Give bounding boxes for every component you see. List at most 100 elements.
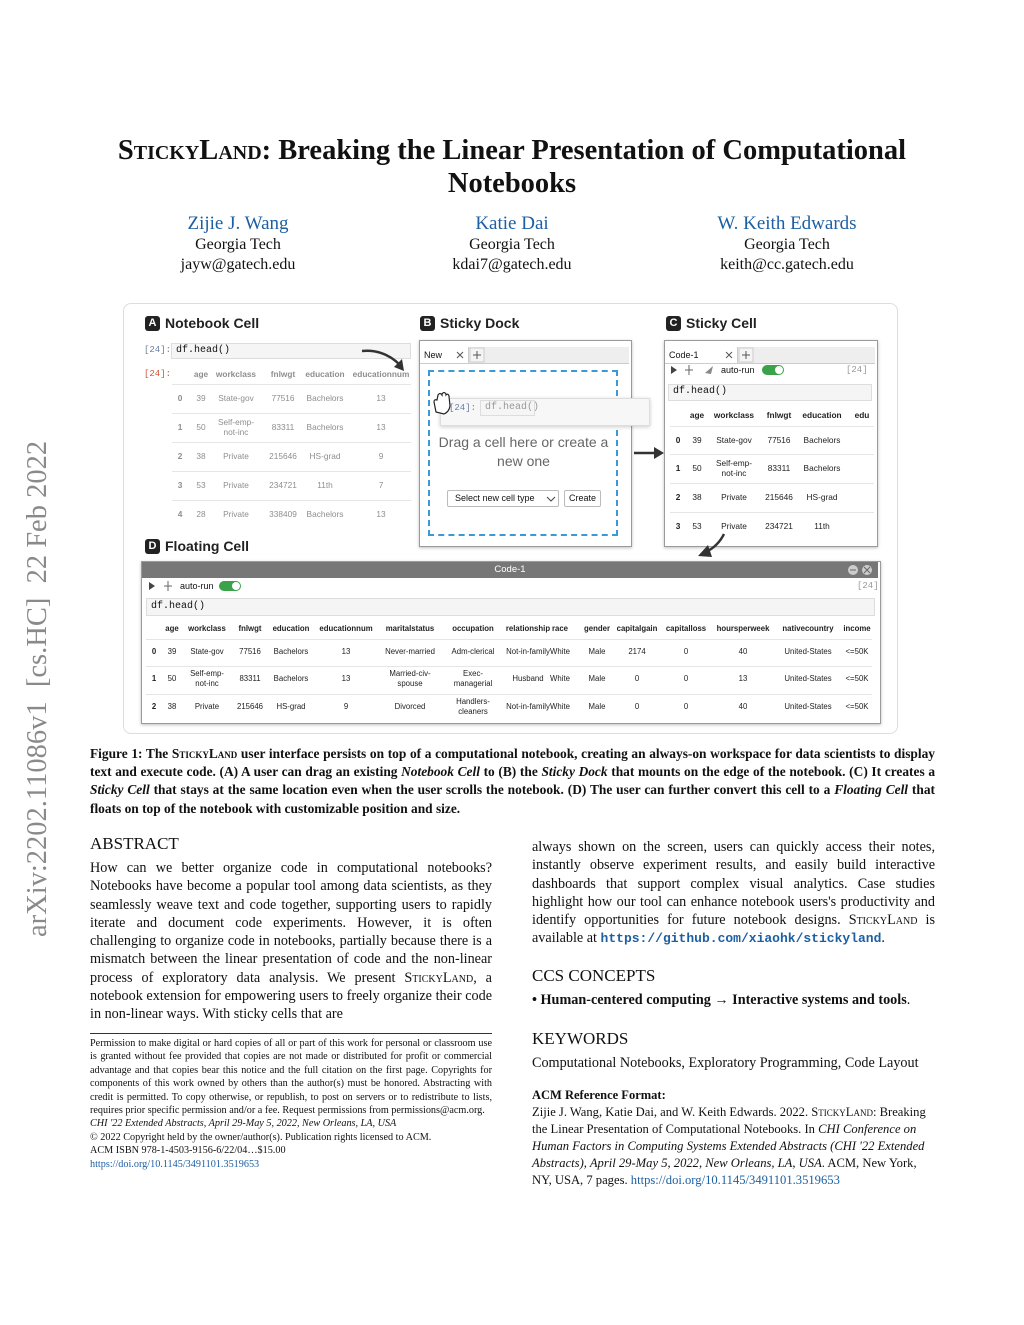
table-cell: Divorced xyxy=(394,702,426,711)
text-run: always shown on the screen, users can qu… xyxy=(532,839,935,929)
text-run: : Breaking the Linear Presentation of Co… xyxy=(532,1105,926,1136)
row-index: 1 xyxy=(675,463,681,473)
table-cell: 39 xyxy=(196,393,206,403)
table-cell: Handlers-cleaners xyxy=(456,697,490,716)
input-prompt: [24]: xyxy=(144,345,172,355)
row-separator xyxy=(146,694,872,695)
table-cell: 50 xyxy=(196,422,206,432)
figure-caption: Figure 1: The StickyLand user interface … xyxy=(90,745,935,818)
table-cell: Male xyxy=(588,647,606,656)
table-cell: Married-civ-spouse xyxy=(389,669,431,688)
text-run: Sticky Cell xyxy=(90,782,150,798)
auto-run-toggle[interactable] xyxy=(219,581,241,591)
table-cell: Self-emp-not-inc xyxy=(190,669,224,688)
row-index: 4 xyxy=(177,509,183,519)
table-cell: 53 xyxy=(196,480,206,490)
cell-prompt: [24] xyxy=(857,581,879,591)
table-cell: 234721 xyxy=(765,521,793,531)
select-caret xyxy=(546,496,556,502)
text-run: CHI Conference on Human Factors in Compu… xyxy=(532,1122,925,1170)
code-cell: df.head() xyxy=(146,598,875,616)
table-cell: 13 xyxy=(341,647,351,656)
text-run: StickyLand xyxy=(848,912,918,929)
table-cell: Bachelors xyxy=(306,422,344,432)
table-cell: HS-grad xyxy=(309,451,341,461)
table-cell: Bachelors xyxy=(306,509,344,519)
table-cell: HS-grad xyxy=(806,492,838,502)
permission-block: Permission to make digital or hard copie… xyxy=(90,1037,492,1171)
panel-title: Notebook Cell xyxy=(165,315,260,331)
table-cell: 83311 xyxy=(767,463,791,473)
author-affiliation: Georgia Tech xyxy=(469,236,555,253)
table-cell: 13 xyxy=(376,509,386,519)
panel-title: Floating Cell xyxy=(165,538,249,554)
column-header: fnlwgt xyxy=(766,410,792,420)
row-separator xyxy=(172,442,411,443)
section-heading: KEYWORDS xyxy=(532,1029,629,1048)
table-cell: 9 xyxy=(343,702,349,711)
table-cell: Not-in-family xyxy=(506,647,550,656)
auto-run-label: auto-run xyxy=(180,581,214,591)
table-cell: Bachelors xyxy=(803,435,841,445)
table-cell: 13 xyxy=(376,422,386,432)
column-header: income xyxy=(843,624,871,633)
select-label: Select new cell type xyxy=(455,493,535,503)
text-run: that mounts on the edge of the notebook.… xyxy=(607,764,936,780)
author-name: Zijie J. Wang xyxy=(187,213,289,234)
table-cell: Bachelors xyxy=(273,647,309,656)
column-header: educationnum xyxy=(319,624,373,633)
table-cell: 38 xyxy=(196,451,206,461)
create-button[interactable]: Create xyxy=(564,490,601,507)
window-controls xyxy=(848,565,872,575)
table-cell: 215646 xyxy=(269,451,297,461)
table-cell: Bachelors xyxy=(273,674,309,683)
author-affiliation: Georgia Tech xyxy=(195,236,281,253)
author-name: W. Keith Edwards xyxy=(717,213,857,234)
doi-link[interactable]: https://doi.org/10.1145/3491101.3519653 xyxy=(90,1158,260,1170)
table-cell: Private xyxy=(194,702,220,711)
column-header: maritalstatus xyxy=(385,624,435,633)
table-cell: Never-married xyxy=(385,647,435,656)
table-cell: Private xyxy=(223,451,249,461)
hand-cursor xyxy=(433,391,451,415)
cell-type-select[interactable] xyxy=(447,490,559,507)
text-run: • Human-centered computing → Interactive… xyxy=(532,992,907,1008)
table-cell: 39 xyxy=(167,647,177,656)
auto-run-toggle[interactable] xyxy=(762,365,784,375)
column-header: education xyxy=(272,624,310,633)
ccs-text: • Human-centered computing → Interactive… xyxy=(532,991,952,1009)
table-cell: Private xyxy=(721,521,747,531)
table-cell: 0 xyxy=(683,702,689,711)
text-run: : Breaking the Linear Presentation of Co… xyxy=(261,135,907,199)
tab xyxy=(665,347,738,363)
link[interactable]: https://doi.org/10.1145/3491101.3519653 xyxy=(630,1173,840,1187)
table-cell: Male xyxy=(588,674,606,683)
table-cell: Private xyxy=(223,509,249,519)
panel-title: Sticky Cell xyxy=(686,315,757,331)
column-header: capitalloss xyxy=(665,624,707,633)
table-cell: 0 xyxy=(683,647,689,656)
reference-text: Zijie J. Wang, Katie Dai, and W. Keith E… xyxy=(532,1104,938,1189)
permission-text: Permission to make digital or hard copie… xyxy=(90,1038,492,1117)
table-cell: Private xyxy=(223,480,249,490)
section-heading: ABSTRACT xyxy=(90,834,179,853)
link[interactable]: https://github.com/xiaohk/stickyland xyxy=(600,931,882,947)
row-separator xyxy=(172,471,411,472)
author-name: Katie Dai xyxy=(475,213,549,234)
column-header: age xyxy=(193,369,209,379)
author-affiliation: Georgia Tech xyxy=(744,236,830,253)
column-header: workclass xyxy=(713,410,755,420)
text-run: user interface persists on top of a comp… xyxy=(90,746,935,780)
text-run: Floating Cell xyxy=(834,782,909,798)
table-cell: Male xyxy=(588,702,606,711)
table-cell: 9 xyxy=(378,451,384,461)
arxiv-sidebar: arXiv:2202.11086v1 [cs.HC] 22 Feb 2022 xyxy=(22,440,53,937)
table-cell: Not-in-family xyxy=(506,702,550,711)
row-separator xyxy=(670,483,874,484)
sticky-dock-window xyxy=(419,340,632,547)
text-run: , a notebook extension for empowering us… xyxy=(90,969,492,1023)
abstract-text: always shown on the screen, users can qu… xyxy=(532,838,935,949)
footnote-rule xyxy=(90,1033,492,1034)
column-header: fnlwgt xyxy=(270,369,296,379)
